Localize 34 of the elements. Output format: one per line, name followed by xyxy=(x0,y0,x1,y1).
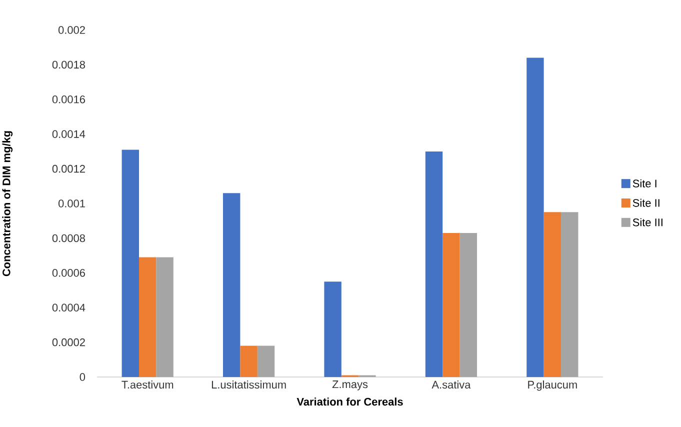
y-axis-title: Concentration of DIM mg/kg xyxy=(2,131,13,276)
x-tick-label: L.usitatissimum xyxy=(212,380,286,389)
legend-label: Site I xyxy=(632,179,656,188)
bar xyxy=(139,257,156,377)
y-tick-label: 0.001 xyxy=(58,200,85,208)
y-tick-label: 0.0006 xyxy=(52,269,85,277)
bar xyxy=(526,58,544,377)
legend-label: Site III xyxy=(632,218,662,226)
bar xyxy=(122,150,140,377)
bar xyxy=(257,346,275,377)
bar xyxy=(324,282,342,377)
bar xyxy=(460,232,478,377)
x-tick-label: A.sativa xyxy=(432,380,471,389)
bar xyxy=(425,151,443,377)
y-tick-label: 0.0008 xyxy=(52,234,85,242)
legend-label: Site II xyxy=(632,198,660,207)
bar xyxy=(544,212,562,377)
x-axis-title: Variation for Cereals xyxy=(296,398,403,406)
bar xyxy=(442,232,460,377)
bar xyxy=(223,193,240,377)
y-tick-label: 0.002 xyxy=(58,26,85,34)
y-tick-label: 0.0004 xyxy=(52,304,86,312)
bar xyxy=(240,346,258,377)
x-tick-label: Z.mays xyxy=(332,380,368,390)
x-tick-label: P.glaucum xyxy=(528,380,577,391)
y-tick-label: 0 xyxy=(80,373,86,381)
y-tick-label: 0.0012 xyxy=(52,164,85,173)
y-tick-label: 0.0014 xyxy=(52,130,86,138)
bar xyxy=(561,212,578,377)
y-tick-label: 0.0016 xyxy=(52,96,85,104)
x-tick-label: T.aestivum xyxy=(122,380,174,389)
y-tick-label: 0.0002 xyxy=(52,338,85,346)
bar xyxy=(156,257,174,377)
y-tick-label: 0.0018 xyxy=(52,60,85,69)
